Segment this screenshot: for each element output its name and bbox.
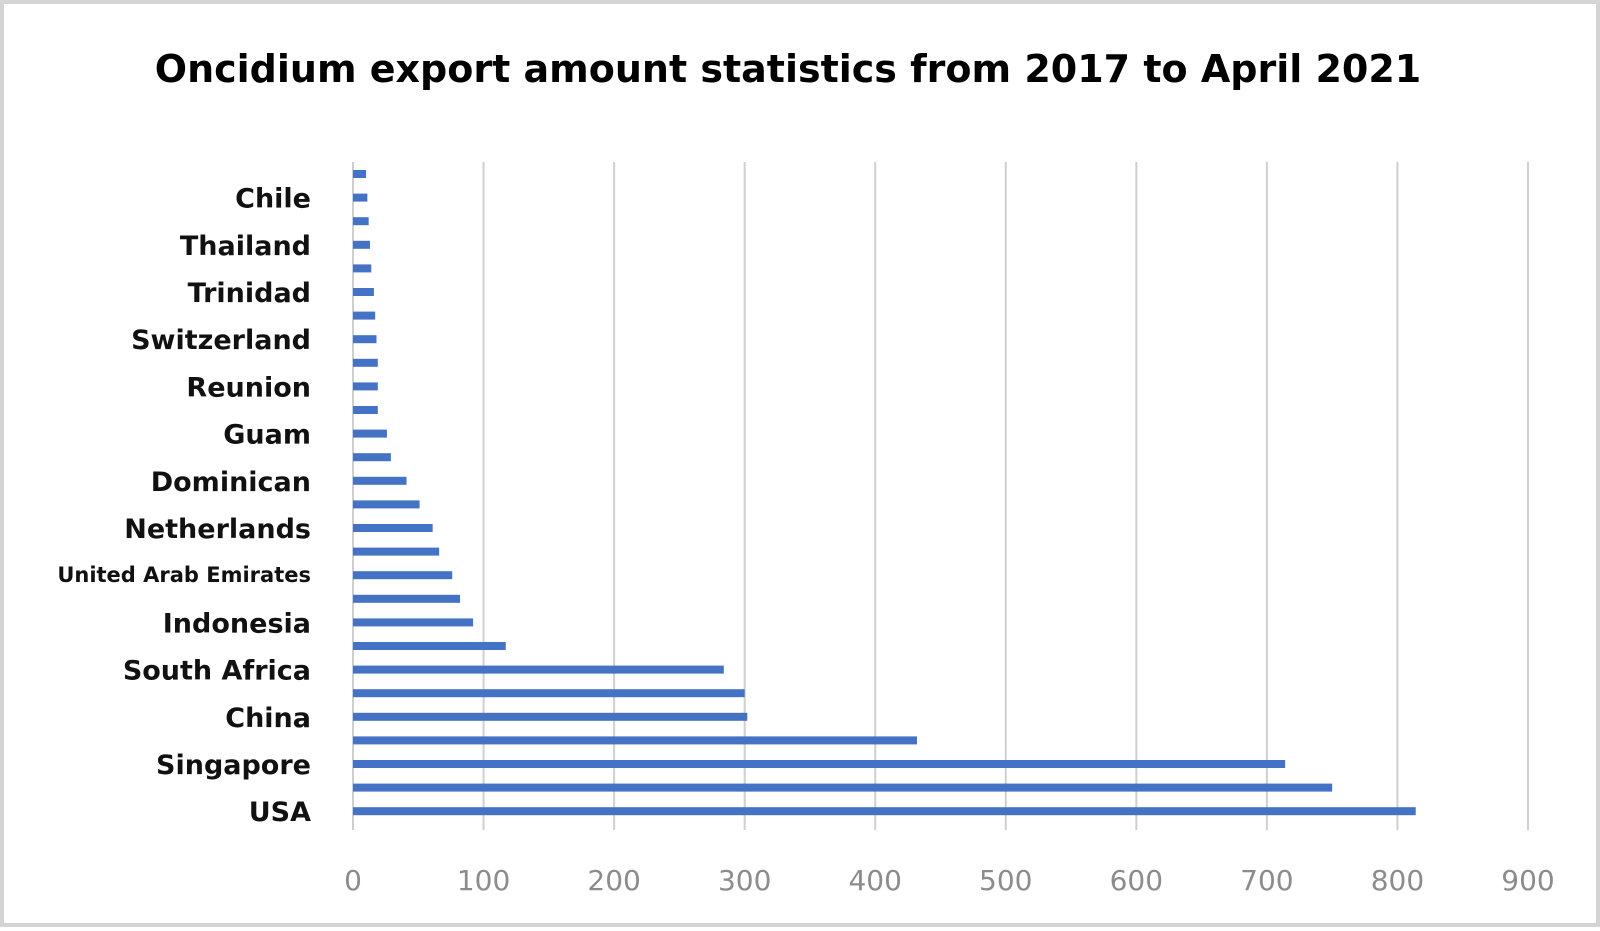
bar: [353, 500, 420, 509]
bar: [353, 170, 367, 178]
x-tick-label: 0: [344, 864, 362, 897]
bar: [353, 288, 374, 296]
bar: [353, 429, 387, 438]
x-tick-label: 800: [1371, 864, 1424, 897]
category-label: Switzerland: [131, 325, 311, 356]
x-tick-label: 600: [1110, 864, 1163, 897]
x-tick-label: 100: [457, 864, 510, 897]
category-label: Thailand: [180, 231, 311, 262]
bar: [353, 807, 1416, 816]
category-label: Guam: [223, 420, 311, 451]
bar: [353, 712, 748, 721]
x-tick-label: 300: [718, 864, 771, 897]
bar: [353, 547, 440, 556]
bar: [353, 476, 407, 485]
category-label: Indonesia: [163, 608, 311, 639]
x-tick-label: 700: [1240, 864, 1293, 897]
bar: [353, 689, 745, 698]
category-label: South Africa: [123, 656, 311, 687]
bars: [353, 170, 1416, 816]
bar: [353, 594, 461, 603]
bar: [353, 783, 1333, 792]
category-label: Singapore: [156, 750, 311, 781]
category-label: Chile: [235, 184, 311, 215]
category-label: China: [225, 703, 311, 734]
category-label: Trinidad: [188, 278, 311, 309]
category-labels: Chile Thailand Trinidad Switzerland Reunion G…: [57, 184, 311, 829]
bar: [353, 665, 724, 674]
bar: [353, 193, 368, 202]
x-tick-label: 900: [1501, 864, 1554, 897]
bar: [353, 618, 474, 627]
bar: [353, 642, 506, 650]
bar: [353, 571, 453, 580]
bar: [353, 382, 378, 391]
x-tick-label: 500: [979, 864, 1032, 897]
bar: [353, 736, 917, 745]
bar: [353, 217, 369, 226]
bar: [353, 335, 377, 344]
category-label: Dominican: [151, 467, 311, 498]
bar: [353, 406, 378, 414]
bar: [353, 358, 378, 367]
category-label: United Arab Emirates: [57, 563, 311, 587]
category-label: Netherlands: [124, 514, 311, 545]
bar-chart: Oncidium export amount statistics from 2…: [57, 47, 1555, 897]
gridlines: [352, 162, 1529, 830]
x-tick-label: 200: [587, 864, 640, 897]
bar: [353, 453, 391, 462]
bar: [353, 264, 372, 273]
x-axis-tick-labels: 0 100 200 300 400 500 600 700 800 900: [344, 864, 1555, 897]
chart-title: Oncidium export amount statistics from 2…: [155, 47, 1421, 91]
bar: [353, 240, 370, 249]
bar: [353, 760, 1286, 768]
category-label: Reunion: [186, 372, 311, 403]
bar: [353, 311, 376, 320]
category-label: USA: [249, 797, 311, 828]
bar: [353, 524, 433, 532]
x-tick-label: 400: [848, 864, 901, 897]
